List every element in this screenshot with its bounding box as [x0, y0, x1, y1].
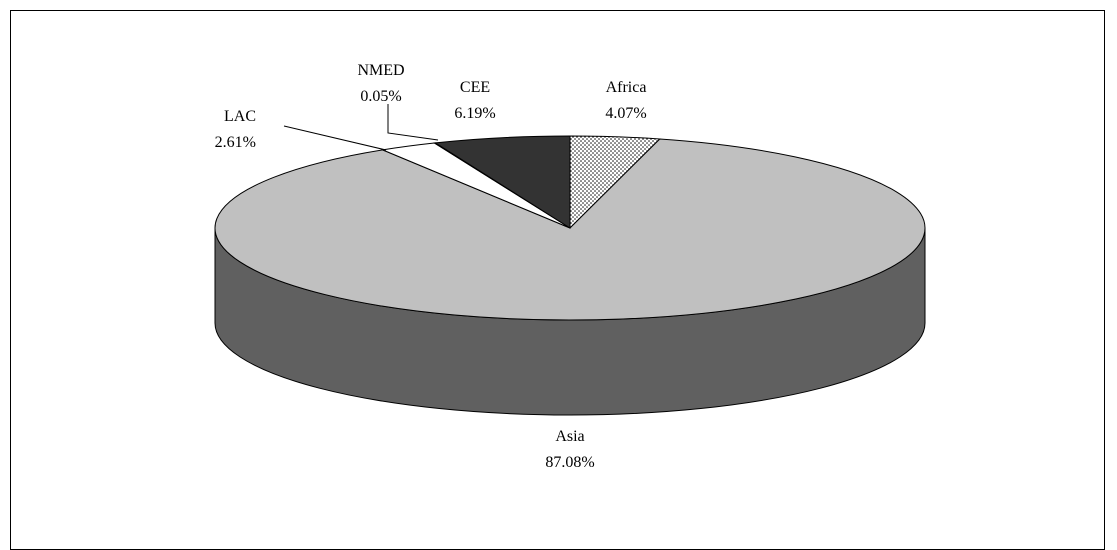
pie-slice-asia [214, 138, 926, 321]
pie-chart: Africa 4.07% Asia 87.08% LAC 2.61% NMED 0.05% CE… [214, 62, 926, 471]
slice-value-africa: 4.07% [605, 105, 646, 122]
slice-label-africa: Africa [606, 79, 647, 96]
slice-label-nmed: NMED [357, 62, 404, 79]
slice-value-cee: 6.19% [454, 105, 495, 122]
slice-value-asia: 87.08% [545, 454, 594, 471]
slice-value-nmed: 0.05% [360, 88, 401, 105]
slice-label-lac: LAC [224, 108, 256, 125]
slice-label-asia: Asia [555, 428, 584, 445]
leader-line-nmed [387, 104, 439, 141]
slice-value-lac: 2.61% [215, 134, 256, 151]
leader-line-lac [283, 125, 387, 151]
slice-label-cee: CEE [460, 79, 490, 96]
pie-slice-cee [433, 135, 571, 229]
